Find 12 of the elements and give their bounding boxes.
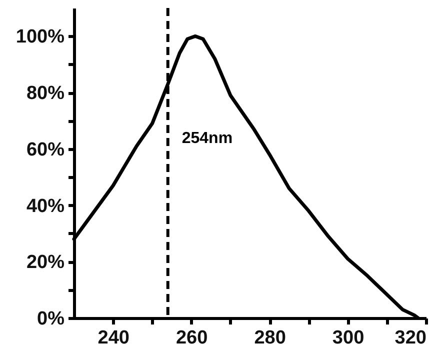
x-tick-label: 280 xyxy=(254,328,286,348)
y-tick-label: 20% xyxy=(26,252,65,274)
x-tick-label: 240 xyxy=(98,328,130,348)
y-tick-label: 100% xyxy=(16,26,65,48)
y-tick-label: 0% xyxy=(37,308,65,330)
ref-line-label: 254nm xyxy=(182,130,233,147)
y-tick-label: 80% xyxy=(26,83,65,104)
x-tick-label: 320 xyxy=(394,328,426,348)
y-tick-label: 40% xyxy=(26,196,65,217)
x-tick-label: 300 xyxy=(332,328,364,348)
x-tick-label: 260 xyxy=(176,328,208,348)
y-tick-label: 60% xyxy=(26,139,65,160)
